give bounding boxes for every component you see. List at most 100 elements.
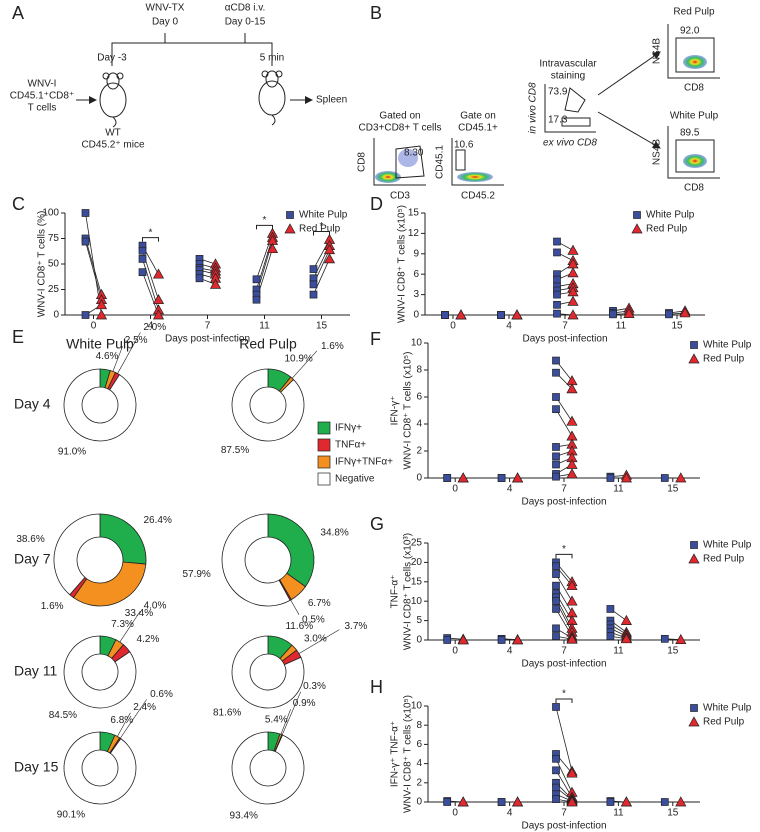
significance: * bbox=[562, 544, 566, 555]
donor-cells: T cells bbox=[28, 103, 57, 114]
marker bbox=[552, 795, 560, 803]
marker bbox=[620, 633, 632, 644]
y-tick-label: 2 bbox=[416, 446, 422, 457]
row-title: Day 7 bbox=[14, 551, 51, 567]
recipient: WT bbox=[105, 128, 121, 139]
gate-value: 89.5 bbox=[680, 128, 700, 139]
y-tick-label: 10 bbox=[411, 338, 423, 349]
x-label: Days post-infection bbox=[521, 821, 606, 832]
arrow bbox=[597, 51, 661, 96]
y-tick-label: 10 bbox=[411, 701, 423, 712]
marker bbox=[566, 383, 578, 394]
pair-line bbox=[313, 258, 330, 295]
donut-slice bbox=[72, 561, 147, 607]
marker bbox=[552, 581, 560, 590]
marker bbox=[567, 295, 579, 306]
marker bbox=[623, 307, 635, 318]
x-tick-label: 7 bbox=[561, 484, 567, 495]
gate-value: 92.0 bbox=[680, 26, 700, 37]
pair-line bbox=[555, 706, 573, 772]
marker bbox=[606, 798, 615, 806]
gate bbox=[395, 145, 425, 179]
donut-slice bbox=[231, 731, 305, 805]
plot-title: Gated on bbox=[379, 111, 420, 122]
marker bbox=[309, 280, 318, 289]
marker bbox=[553, 275, 561, 284]
donut-slice bbox=[53, 513, 101, 596]
x-label: CD3 bbox=[390, 191, 410, 202]
marker bbox=[497, 636, 506, 644]
marker bbox=[552, 393, 560, 401]
pair-line bbox=[555, 396, 573, 422]
y-label: IFN-γ⁺ TNF-α⁺ bbox=[390, 721, 401, 787]
donut-slice bbox=[221, 513, 291, 607]
legend-label: White Pulp bbox=[703, 340, 752, 351]
x-tick-label: 4 bbox=[507, 484, 513, 495]
pair-line bbox=[555, 758, 573, 793]
marker bbox=[497, 311, 505, 319]
marker bbox=[552, 562, 560, 571]
x-tick-label: 15 bbox=[667, 484, 679, 495]
significance-bracket bbox=[142, 237, 159, 242]
marker bbox=[512, 472, 524, 483]
x-label: CD45.2 bbox=[461, 191, 495, 202]
value-label: 11.6% bbox=[285, 621, 313, 632]
marker bbox=[138, 246, 147, 255]
x-tick-label: 15 bbox=[667, 646, 679, 657]
x-label: Days post-infection bbox=[521, 497, 606, 508]
row-title: Day 11 bbox=[14, 663, 58, 679]
marker bbox=[95, 309, 108, 320]
value-label: 4.6% bbox=[96, 351, 119, 362]
marker bbox=[138, 268, 147, 277]
donor-cells: WNV-I bbox=[28, 79, 57, 90]
value-label: 84.5% bbox=[49, 710, 77, 721]
marker bbox=[566, 767, 578, 778]
recipient: CD45.2⁺ mice bbox=[81, 140, 145, 151]
value-label: 33.4% bbox=[125, 608, 153, 619]
donut-slice bbox=[231, 635, 305, 709]
marker bbox=[552, 754, 560, 763]
x-tick-label: 4 bbox=[148, 321, 154, 332]
plot-title: CD3+CD8+ T cells bbox=[359, 123, 442, 134]
value-label: 2.0% bbox=[143, 322, 166, 333]
y-label: CD45.1 bbox=[435, 145, 446, 179]
marker bbox=[620, 796, 632, 807]
treatment: WNV-TX bbox=[146, 3, 185, 14]
plot-title: White Pulp bbox=[670, 111, 719, 122]
value-label: 5.4% bbox=[265, 714, 288, 725]
y-tick-label: 0 bbox=[413, 310, 419, 321]
timeline bbox=[111, 33, 273, 66]
panel-letter: E bbox=[12, 327, 24, 347]
y-tick-label: 0 bbox=[416, 473, 422, 484]
x-tick-label: 7 bbox=[562, 321, 568, 332]
marker bbox=[566, 595, 578, 606]
plot-title: Intravascular bbox=[539, 59, 597, 70]
value-label: 7.3% bbox=[111, 619, 134, 630]
marker bbox=[138, 255, 147, 263]
arrow bbox=[597, 111, 661, 149]
marker bbox=[631, 223, 643, 234]
leader-line bbox=[120, 699, 147, 739]
marker bbox=[552, 368, 560, 377]
marker bbox=[552, 452, 560, 461]
legend-label: IFNγ+TNFα+ bbox=[335, 457, 393, 468]
pair-line bbox=[142, 272, 159, 316]
y-tick-label: 25 bbox=[411, 538, 423, 549]
marker bbox=[552, 703, 560, 711]
marker bbox=[209, 278, 222, 289]
marker bbox=[675, 633, 687, 644]
plot-axes bbox=[373, 138, 426, 186]
plot-axes bbox=[667, 24, 720, 79]
donut-slice bbox=[267, 513, 315, 588]
marker bbox=[455, 309, 467, 320]
marker bbox=[512, 634, 524, 645]
gate-value: 17.3 bbox=[548, 115, 568, 126]
marker bbox=[511, 309, 523, 320]
plot-title: CD45.1+ bbox=[458, 123, 498, 134]
value-label: 6.8% bbox=[110, 715, 133, 726]
marker bbox=[552, 570, 560, 578]
depletion-days: Day 0-15 bbox=[225, 17, 266, 28]
y-label: in vivo CD8 bbox=[528, 82, 539, 134]
row-title: Day 15 bbox=[14, 759, 59, 775]
legend-label: White Pulp bbox=[299, 210, 348, 221]
